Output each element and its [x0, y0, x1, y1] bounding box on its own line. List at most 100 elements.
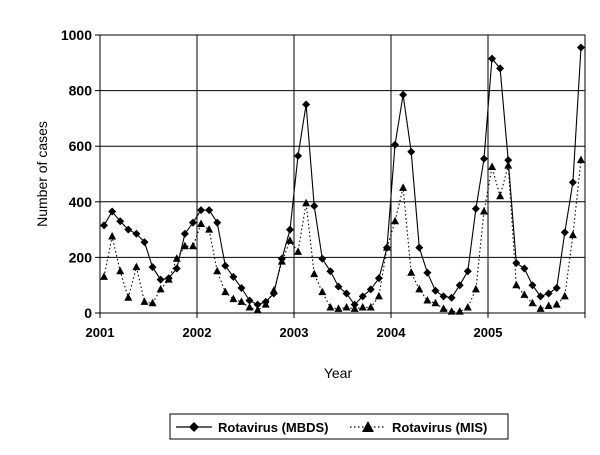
data-point-triangle [318, 287, 327, 296]
data-point-diamond [544, 289, 553, 298]
plot-area [99, 34, 586, 314]
data-point-triangle [132, 262, 141, 271]
data-point-triangle [197, 219, 206, 228]
data-point-diamond [310, 201, 319, 210]
y-tick-label: 200 [69, 249, 93, 265]
data-point-triangle [285, 236, 294, 244]
data-point-diamond [334, 282, 343, 291]
y-tick-label: 800 [69, 83, 93, 99]
y-axis-ticks: 0 200 400 600 800 1000 [61, 27, 100, 321]
series-layer [100, 43, 585, 315]
x-tick-label: 2003 [280, 325, 309, 340]
data-point-diamond [148, 263, 157, 272]
data-point-triangle [269, 286, 278, 294]
data-point-diamond [552, 283, 561, 292]
data-point-triangle [407, 268, 416, 276]
legend-label-mbds: Rotavirus (MBDS) [218, 420, 329, 435]
data-point-diamond [180, 229, 189, 238]
data-point-diamond [496, 64, 505, 73]
data-point-triangle [124, 293, 133, 301]
data-point-diamond [391, 140, 400, 149]
data-point-diamond [366, 285, 375, 294]
data-point-diamond [560, 228, 569, 237]
data-point-diamond [229, 272, 238, 281]
data-point-triangle [116, 266, 125, 275]
data-point-diamond [205, 206, 214, 215]
series-line [103, 160, 582, 313]
data-point-diamond [504, 156, 513, 165]
data-point-diamond [512, 258, 521, 267]
data-point-triangle [148, 298, 157, 307]
data-point-diamond [342, 289, 351, 298]
data-point-triangle [302, 198, 311, 207]
legend-marker-diamond [189, 422, 199, 432]
x-tick-label: 2004 [377, 325, 407, 340]
data-point-triangle [544, 301, 553, 310]
data-point-diamond [140, 238, 149, 247]
data-point-triangle [415, 284, 424, 293]
data-point-diamond [431, 286, 440, 295]
data-point-diamond [447, 293, 456, 302]
data-point-triangle [520, 290, 529, 298]
x-tick-label: 2005 [474, 325, 503, 340]
data-point-triangle [180, 241, 189, 250]
data-point-triangle [358, 302, 367, 311]
x-axis-ticks: 2001 2002 2003 2004 2005 [86, 313, 586, 340]
data-point-triangle [447, 307, 456, 315]
data-point-triangle [471, 284, 480, 293]
data-point-diamond [528, 281, 537, 290]
data-point-diamond [407, 147, 416, 156]
y-tick-label: 1000 [61, 27, 92, 43]
series-line [103, 47, 582, 306]
series-mbds [100, 43, 585, 309]
data-point-diamond [100, 221, 109, 230]
data-point-diamond [439, 292, 448, 301]
data-point-diamond [253, 300, 262, 309]
data-point-diamond [576, 43, 585, 52]
data-point-diamond [188, 218, 197, 227]
data-point-diamond [479, 154, 488, 163]
legend-box [169, 413, 509, 440]
data-point-triangle [512, 280, 521, 289]
data-point-diamond [124, 225, 133, 234]
data-point-triangle [261, 300, 270, 308]
data-point-diamond [536, 292, 545, 301]
data-point-triangle [496, 191, 505, 200]
data-point-triangle [423, 295, 432, 304]
data-point-triangle [568, 230, 577, 239]
data-point-triangle [439, 304, 448, 312]
data-point-triangle [391, 216, 400, 225]
x-tick-label: 2002 [183, 325, 212, 340]
data-point-triangle [140, 297, 149, 305]
data-point-triangle [172, 254, 181, 262]
data-point-triangle [277, 257, 286, 265]
data-point-diamond [423, 268, 432, 277]
data-point-diamond [471, 204, 480, 213]
series-mis [100, 155, 585, 315]
data-point-diamond [302, 100, 311, 109]
y-tick-label: 400 [69, 194, 93, 210]
data-point-diamond [415, 243, 424, 252]
data-point-triangle [334, 304, 343, 312]
data-point-triangle [156, 284, 165, 293]
y-axis-title: Number of cases [34, 121, 50, 227]
data-point-diamond [285, 225, 294, 234]
data-point-triangle [294, 247, 303, 255]
data-point-triangle [326, 302, 335, 311]
data-point-diamond [488, 54, 497, 63]
data-point-triangle [455, 307, 464, 315]
data-point-diamond [326, 267, 335, 276]
data-point-diamond [568, 178, 577, 187]
data-point-diamond [399, 90, 408, 99]
data-point-diamond [245, 296, 254, 305]
data-point-diamond [197, 206, 206, 215]
data-point-diamond [221, 261, 230, 270]
data-point-triangle [366, 302, 375, 311]
data-point-triangle [528, 298, 537, 307]
data-point-triangle [560, 291, 569, 300]
data-point-triangle [245, 302, 254, 311]
legend: Rotavirus (MBDS) Rotavirus (MIS) [169, 413, 509, 440]
data-point-triangle [100, 272, 109, 280]
